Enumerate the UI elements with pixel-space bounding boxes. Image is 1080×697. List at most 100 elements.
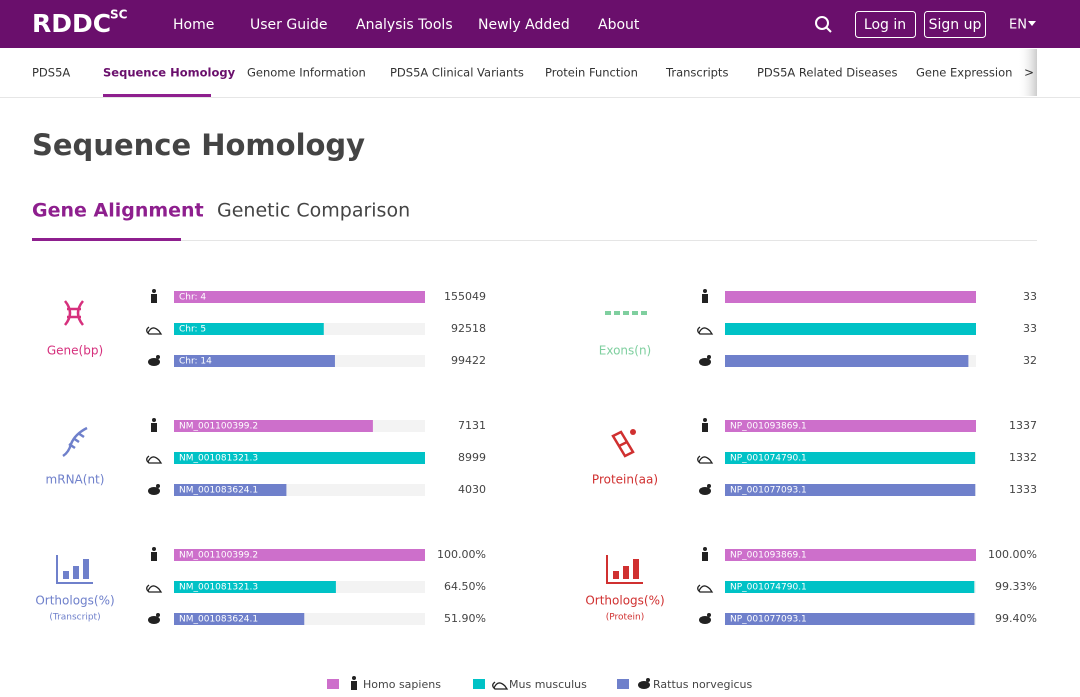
subnav-link[interactable]: Transcripts <box>665 66 728 80</box>
nav-link[interactable]: About <box>598 17 640 33</box>
bar-value: 33 <box>1023 322 1037 335</box>
bar-tag: NM_001100399.2 <box>179 551 258 561</box>
bar <box>174 452 425 464</box>
human-icon <box>352 676 356 680</box>
legend-swatch <box>617 679 629 689</box>
bar <box>725 420 976 432</box>
language[interactable]: EN <box>1009 18 1027 33</box>
bar-value: 32 <box>1023 354 1037 367</box>
human-icon <box>351 681 357 690</box>
orthologs-icon-bar <box>633 559 639 579</box>
header-bar <box>0 0 1080 48</box>
legend-swatch <box>473 679 485 689</box>
bar-value: 1337 <box>1009 419 1037 432</box>
human-icon <box>152 289 156 293</box>
panel-label: Exons(n) <box>599 344 651 358</box>
orthologs-icon-bar <box>63 571 69 579</box>
nav-link[interactable]: Analysis Tools <box>356 17 453 33</box>
mouse-icon <box>492 681 509 690</box>
bar-value: 8999 <box>458 451 486 464</box>
bar <box>725 355 969 367</box>
bar-value: 100.00% <box>988 548 1037 561</box>
subnav-link[interactable]: Gene Expression <box>916 66 1012 80</box>
login-label[interactable]: Log in <box>864 17 906 33</box>
human-icon <box>703 289 707 293</box>
logo[interactable]: RDDC <box>32 9 111 38</box>
rat-ear <box>707 613 711 617</box>
bar-value: 1332 <box>1009 451 1037 464</box>
subnav-link[interactable]: Protein Function <box>545 66 638 80</box>
exon-icon <box>641 311 647 315</box>
human-icon <box>151 294 157 303</box>
subnav-link[interactable]: PDS5A <box>32 66 70 80</box>
rat-ear <box>707 355 711 359</box>
bar-tag: NP_001093869.1 <box>730 551 807 561</box>
bar <box>725 484 976 496</box>
orthologs-icon-bar <box>73 566 79 579</box>
rat-icon <box>638 681 650 689</box>
bar-value: 64.50% <box>444 580 486 593</box>
exon-icon <box>605 311 611 315</box>
bar-tag: Chr: 5 <box>179 325 206 335</box>
bar <box>174 355 335 367</box>
nav-link[interactable]: Home <box>173 17 214 33</box>
legend-label: Mus musculus <box>509 678 587 691</box>
rat-ear <box>156 355 160 359</box>
bar <box>725 613 975 625</box>
human-icon <box>703 418 707 422</box>
subnav-bar <box>0 48 1080 97</box>
nav-link[interactable]: Newly Added <box>478 17 570 33</box>
human-icon <box>152 547 156 551</box>
bar <box>725 291 976 303</box>
bar <box>174 613 305 625</box>
mouse-icon <box>146 326 163 335</box>
rat-icon <box>148 487 160 495</box>
tab[interactable]: Genetic Comparison <box>217 200 410 222</box>
legend-label: Homo sapiens <box>363 678 441 691</box>
orthologs-icon-bar <box>623 566 629 579</box>
panel-label: Gene(bp) <box>47 344 103 358</box>
human-icon <box>702 294 708 303</box>
subnav-link[interactable]: PDS5A Related Diseases <box>757 66 897 80</box>
panel-label: Orthologs(%) <box>35 594 114 608</box>
bar-tag: Chr: 14 <box>179 357 212 367</box>
orthologs-axis <box>56 555 93 584</box>
tab[interactable]: Gene Alignment <box>32 200 204 222</box>
subnav-link[interactable]: Genome Information <box>247 66 366 80</box>
bar-value: 99.40% <box>995 612 1037 625</box>
bar-tag: Chr: 4 <box>179 293 206 303</box>
bar-tag: NM_001081321.3 <box>179 583 258 593</box>
exon-icon <box>632 311 638 315</box>
bar-tag: NM_001083624.1 <box>179 615 258 625</box>
exon-icon <box>614 311 620 315</box>
bar-value: 99.33% <box>995 580 1037 593</box>
search-icon-handle <box>825 26 832 33</box>
signup-button[interactable] <box>924 11 986 38</box>
exon-icon <box>623 311 629 315</box>
bar <box>174 484 287 496</box>
subnav-link[interactable]: PDS5A Clinical Variants <box>390 66 524 80</box>
bar-value: 51.90% <box>444 612 486 625</box>
rat-ear <box>646 678 650 682</box>
search-icon[interactable] <box>815 16 829 30</box>
logo-sup: SC <box>110 8 128 22</box>
human-icon <box>703 547 707 551</box>
subnav-more[interactable]: > <box>1024 66 1034 80</box>
bar-value: 4030 <box>458 483 486 496</box>
bar-value: 100.00% <box>437 548 486 561</box>
legend-swatch <box>327 679 339 689</box>
bar <box>174 549 425 561</box>
subnav-fade <box>1018 49 1037 96</box>
signup-label[interactable]: Sign up <box>929 17 982 33</box>
subnav-link[interactable]: Sequence Homology <box>103 66 236 80</box>
bar <box>725 452 976 464</box>
bar-tag: NP_001074790.1 <box>730 583 807 593</box>
rat-icon <box>148 616 160 624</box>
nav-link[interactable]: User Guide <box>250 17 327 33</box>
login-button[interactable] <box>855 11 916 38</box>
mouse-icon <box>146 455 163 464</box>
human-icon <box>151 552 157 561</box>
legend-label: Rattus norvegicus <box>653 678 753 691</box>
protein-dot <box>630 429 636 435</box>
